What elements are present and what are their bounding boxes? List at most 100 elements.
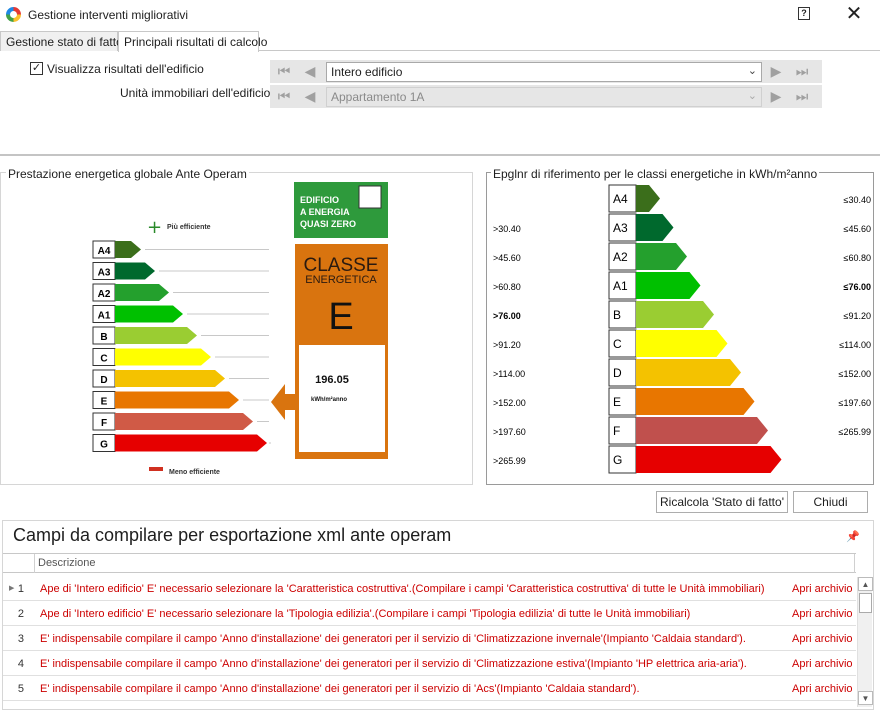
vertical-scrollbar[interactable]: ▲ ▼ (857, 577, 873, 707)
ref-lower-bound: >152.00 (493, 398, 526, 408)
close-icon[interactable]: ✕ (845, 3, 863, 25)
scroll-up-icon[interactable]: ▲ (858, 577, 873, 591)
ref-class-arrow-a2 (636, 243, 687, 270)
table-row[interactable]: 5 E' indispensabile compilare il campo 'A… (3, 676, 856, 701)
ref-class-box-a3 (608, 213, 637, 242)
row-number: 4 (17, 658, 24, 670)
class-heading-2: ENERGETICA (305, 274, 377, 286)
ref-class-box-a2 (608, 242, 637, 271)
section-divider (0, 154, 880, 156)
ref-lower-bound: >265.99 (493, 456, 526, 466)
class-label-e: E (101, 397, 108, 408)
window-title: Gestione interventi migliorativi (28, 8, 189, 22)
table-row[interactable]: 4 E' indispensabile compilare il campo 'A… (3, 651, 856, 676)
ref-class-arrow-g (636, 446, 782, 473)
first-record-icon[interactable]: ⏮ (277, 88, 291, 104)
tab-principali-risultati[interactable]: Principali risultati di calcolo (118, 31, 267, 52)
minus-icon (149, 467, 163, 471)
row-number: 2 (17, 608, 24, 620)
scroll-thumb[interactable] (859, 593, 872, 613)
first-record-icon[interactable]: ⏮ (277, 63, 291, 79)
ref-lower-bound: >197.60 (493, 427, 526, 437)
unit-select-value: Appartamento 1A (331, 90, 425, 104)
row-number: 3 (17, 633, 24, 645)
ref-upper-bound: ≤60.80 (844, 253, 871, 263)
ref-class-arrow-d (636, 359, 741, 386)
class-arrow-a4 (115, 241, 141, 258)
last-record-icon[interactable]: ⏭ (795, 63, 809, 79)
class-label-d: D (100, 375, 107, 386)
current-class-letter: E (328, 296, 353, 338)
chevron-down-icon[interactable]: ⌄ (747, 65, 757, 77)
ref-class-box-d (608, 358, 637, 387)
ref-class-label-g: G (613, 453, 622, 467)
ref-upper-bound: ≤30.40 (844, 195, 871, 205)
app-logo-icon (6, 7, 21, 22)
show-building-label: Visualizza risultati dell'edificio (47, 62, 204, 76)
row-indicator-icon: ▶ (9, 585, 15, 592)
help-icon[interactable]: ? (798, 7, 810, 20)
unit-select[interactable]: Appartamento 1A ⌄ (326, 87, 762, 107)
ref-upper-bound: ≤152.00 (839, 369, 871, 379)
ref-lower-bound: >91.20 (493, 340, 521, 350)
class-label-a3: A3 (98, 268, 111, 279)
next-record-icon[interactable]: ▶ (770, 63, 782, 79)
row-number: 1 (17, 583, 24, 595)
class-heading-1: CLASSE (304, 255, 379, 276)
prev-record-icon[interactable]: ◀ (304, 88, 316, 104)
class-arrow-f (115, 413, 253, 430)
ref-lower-bound: >30.40 (493, 224, 521, 234)
building-select[interactable]: Intero edificio ⌄ (326, 62, 762, 82)
last-record-icon[interactable]: ⏭ (795, 88, 809, 104)
row-description: Ape di 'Intero edificio' E' necessario s… (40, 583, 765, 595)
ref-class-label-e: E (613, 395, 621, 409)
ref-class-arrow-a1 (636, 272, 701, 299)
scroll-down-icon[interactable]: ▼ (858, 691, 873, 705)
ref-class-box-a4 (608, 184, 637, 213)
prev-record-icon[interactable]: ◀ (304, 63, 316, 79)
grid-header: Descrizione (3, 553, 856, 573)
energy-value: 196.05 (315, 374, 349, 386)
current-class-pointer-icon (271, 384, 295, 420)
open-archive-link[interactable]: Apri archivio (792, 633, 853, 645)
tab-gestione-stato-di-fatto[interactable]: Gestione stato di fatto (0, 31, 123, 51)
ref-class-arrow-f (636, 417, 768, 444)
table-row[interactable]: ▶ 1 Ape di 'Intero edificio' E' necessario… (3, 576, 856, 601)
ref-class-arrow-a3 (636, 214, 674, 241)
ref-upper-bound: ≤91.20 (844, 311, 871, 321)
ref-upper-bound: ≤76.00 (844, 282, 871, 292)
ref-lower-bound: >114.00 (493, 369, 525, 379)
column-header-description[interactable]: Descrizione (38, 557, 96, 569)
table-row[interactable]: 2 Ape di 'Intero edificio' E' necessario … (3, 601, 856, 626)
class-arrow-b (115, 327, 197, 344)
ref-lower-bound: >60.80 (493, 282, 521, 292)
close-button[interactable]: Chiudi (793, 491, 868, 513)
export-title: Campi da compilare per esportazione xml … (13, 525, 452, 545)
ref-class-label-f: F (613, 424, 620, 438)
column-divider (34, 554, 35, 573)
open-archive-link[interactable]: Apri archivio (792, 608, 853, 620)
pin-icon[interactable]: 📌 (846, 531, 860, 543)
row-number: 5 (17, 683, 24, 695)
class-label-a2: A2 (98, 289, 111, 300)
open-archive-link[interactable]: Apri archivio (792, 658, 853, 670)
ref-class-arrow-e (636, 388, 755, 415)
open-archive-link[interactable]: Apri archivio (792, 583, 853, 595)
show-building-checkbox[interactable]: ✓ (30, 62, 43, 75)
ref-class-label-c: C (613, 337, 622, 351)
title-bar: Gestione interventi migliorativi ? ✕ (0, 0, 880, 30)
building-select-value: Intero edificio (331, 65, 403, 79)
row-description: Ape di 'Intero edificio' E' necessario s… (40, 608, 691, 620)
ref-upper-bound: ≤114.00 (839, 340, 871, 350)
next-record-icon[interactable]: ▶ (770, 88, 782, 104)
value-box (299, 345, 385, 452)
table-row[interactable]: 3 E' indispensabile compilare il campo 'A… (3, 626, 856, 651)
unit-navigator: ⏮ ◀ Appartamento 1A ⌄ ▶ ⏭ (270, 85, 822, 108)
open-archive-link[interactable]: Apri archivio (792, 683, 853, 695)
class-label-a1: A1 (98, 311, 111, 322)
ref-lower-bound: >45.60 (493, 253, 521, 263)
recalculate-button[interactable]: Ricalcola 'Stato di fatto' (656, 491, 788, 513)
ref-class-label-a3: A3 (613, 221, 628, 235)
energy-unit: kWh/m²anno (311, 396, 347, 403)
chevron-down-icon[interactable]: ⌄ (747, 90, 757, 102)
